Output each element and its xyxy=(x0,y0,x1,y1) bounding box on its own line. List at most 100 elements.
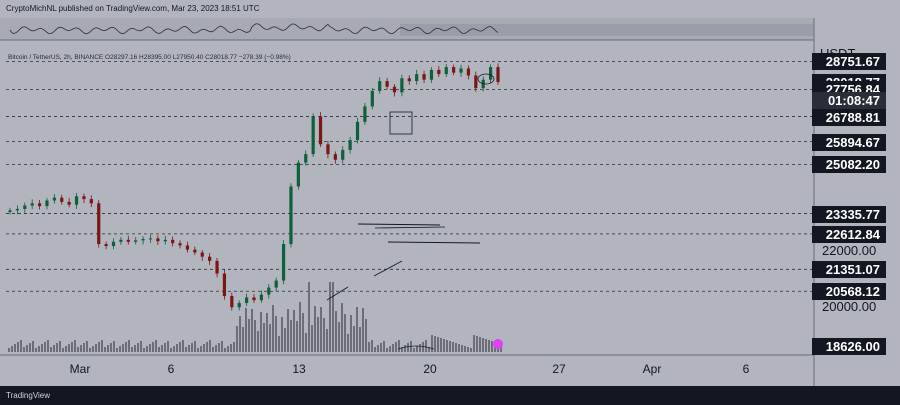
volume-bar xyxy=(131,347,133,352)
candle-body xyxy=(208,256,212,261)
volume-bar xyxy=(272,305,274,352)
volume-bar xyxy=(170,348,172,352)
volume-bar xyxy=(20,340,22,352)
price-label: 26788.81 xyxy=(812,108,886,126)
time-tick-label: 6 xyxy=(742,362,750,376)
volume-bar xyxy=(269,324,271,352)
volume-bar xyxy=(143,348,145,352)
volume-bar xyxy=(260,312,262,352)
volume-bar xyxy=(314,306,316,352)
volume-bar xyxy=(38,346,40,352)
candle-body xyxy=(15,208,19,211)
volume-bar xyxy=(491,341,493,352)
indicator-line xyxy=(9,23,499,35)
volume-bar xyxy=(128,340,130,352)
candle-body xyxy=(230,296,234,308)
candle-body xyxy=(104,244,108,247)
volume-bar xyxy=(365,319,367,352)
volume-bar xyxy=(464,346,466,352)
candle-body xyxy=(97,203,101,245)
volume-bars xyxy=(8,282,502,352)
volume-bar xyxy=(191,343,193,352)
candle-body xyxy=(474,75,478,89)
volume-bar xyxy=(401,347,403,352)
volume-bar xyxy=(302,313,304,352)
volume-bar xyxy=(56,343,58,352)
volume-bar xyxy=(263,323,265,352)
volume-bar xyxy=(485,339,487,352)
candle-body xyxy=(237,303,241,308)
volume-bar xyxy=(251,309,253,352)
candle-body xyxy=(156,238,160,242)
volume-bar xyxy=(311,325,313,352)
volume-bar xyxy=(416,346,418,352)
footer-bar: TradingView xyxy=(0,386,900,405)
candle-body xyxy=(171,239,175,244)
volume-bar xyxy=(59,341,61,352)
volume-bar xyxy=(386,348,388,352)
candle-body xyxy=(392,86,397,93)
candle-body xyxy=(52,197,56,201)
volume-bar xyxy=(71,342,73,352)
volume-bar xyxy=(101,340,103,352)
candle-body xyxy=(415,74,419,82)
publish-text: CryptoMichNL published on TradingView.co… xyxy=(6,4,260,13)
volume-bar xyxy=(230,344,232,352)
volume-bar xyxy=(218,343,220,352)
volume-bar xyxy=(257,331,259,352)
volume-bar xyxy=(47,340,49,352)
candle-body xyxy=(466,68,471,76)
candle-body xyxy=(267,287,271,295)
candle-body xyxy=(178,243,182,246)
volume-bar xyxy=(119,346,121,352)
candle-body xyxy=(311,116,315,155)
volume-bar xyxy=(137,343,139,352)
candle-body xyxy=(400,78,404,93)
volume-bar xyxy=(173,346,175,352)
annotation-arrow xyxy=(357,223,441,226)
volume-bar xyxy=(437,337,439,352)
time-tick-label: 13 xyxy=(292,362,306,376)
volume-bar xyxy=(398,340,400,352)
candle-body xyxy=(429,69,434,80)
volume-bar xyxy=(482,338,484,352)
candle-body xyxy=(452,67,456,73)
volume-bar xyxy=(83,343,85,352)
volume-bar xyxy=(461,345,463,352)
publish-header: CryptoMichNL published on TradingView.co… xyxy=(0,0,900,18)
annotation-box xyxy=(389,111,413,135)
volume-bar xyxy=(392,344,394,352)
candle-body xyxy=(67,201,71,205)
candle-body xyxy=(148,238,153,240)
candle-body xyxy=(296,162,300,187)
indicator-panel xyxy=(0,18,814,41)
volume-bar xyxy=(377,345,379,352)
volume-bar xyxy=(197,348,199,352)
candle-body xyxy=(326,144,330,155)
volume-bar xyxy=(155,340,157,352)
price-label: 18626.00 xyxy=(812,337,886,355)
volume-bar xyxy=(359,327,361,352)
volume-bar xyxy=(209,340,211,352)
candle-body xyxy=(496,67,500,82)
candle-body xyxy=(222,273,227,297)
volume-bar xyxy=(242,327,244,352)
volume-bar xyxy=(107,345,109,352)
price-label: 25082.20 xyxy=(812,156,886,174)
volume-bar xyxy=(89,348,91,352)
volume-bar xyxy=(458,344,460,352)
volume-bar xyxy=(335,311,337,352)
volume-bar xyxy=(104,347,106,352)
volume-bar xyxy=(152,342,154,352)
volume-bar xyxy=(80,345,82,352)
volume-bar xyxy=(449,341,451,352)
price-tick-label: 22000.00 xyxy=(822,243,877,259)
volume-bar xyxy=(428,347,430,352)
volume-bar xyxy=(146,346,148,352)
volume-bar xyxy=(32,341,34,352)
annotation-arrow xyxy=(373,260,403,277)
candle-body xyxy=(119,239,123,242)
volume-bar xyxy=(407,343,409,352)
volume-bar xyxy=(254,320,256,352)
